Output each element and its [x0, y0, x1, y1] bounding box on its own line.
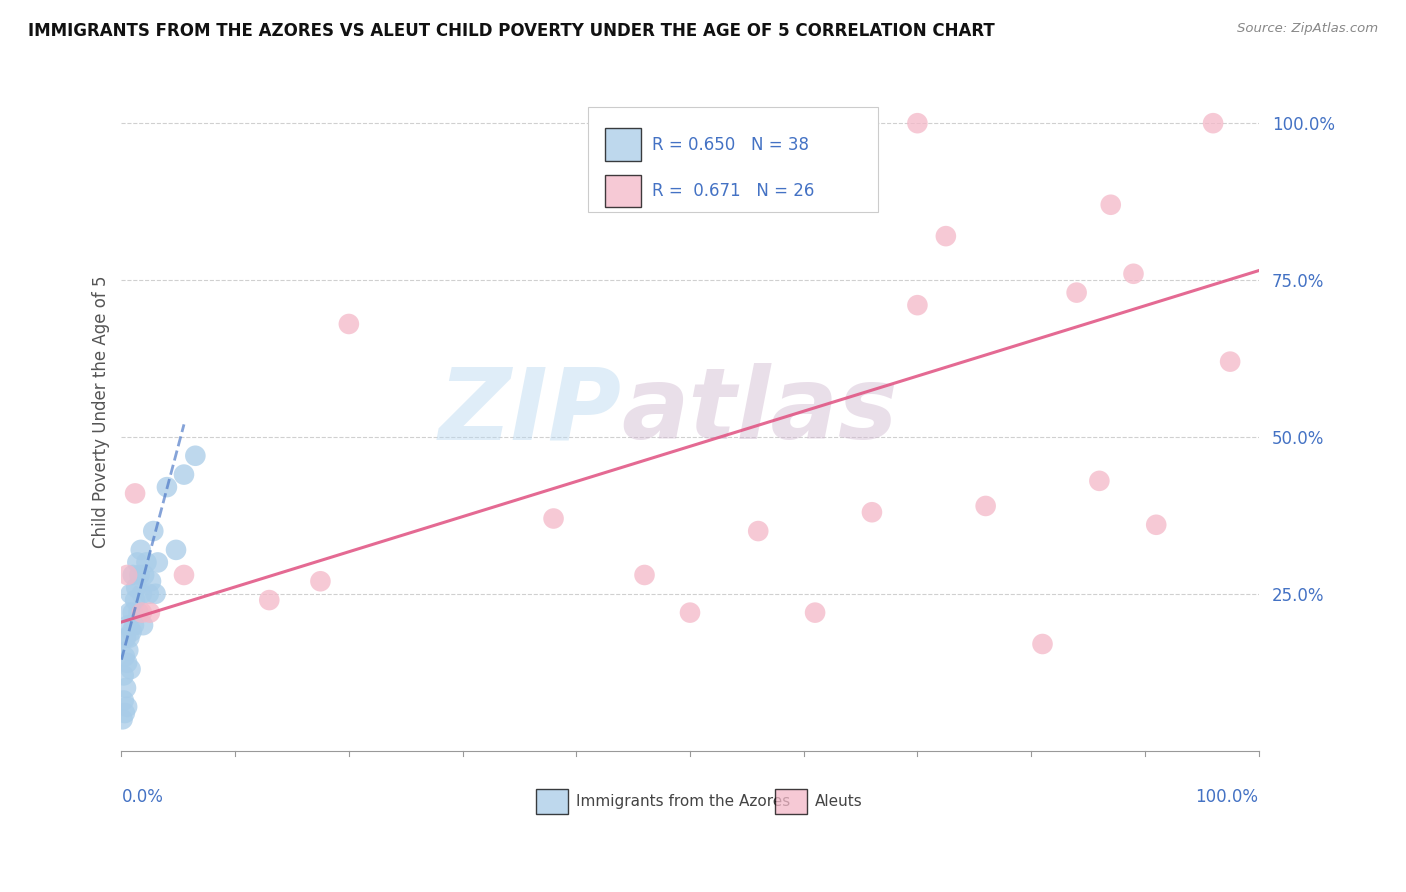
Point [156, 480, 179, 494]
Point [1099, 198, 1122, 212]
Point [1031, 637, 1053, 651]
Point [935, 229, 957, 244]
Point [124, 593, 146, 607]
Point [112, 668, 135, 682]
Point [115, 699, 138, 714]
Point [124, 486, 146, 500]
Point [1202, 116, 1225, 130]
Text: ZIP: ZIP [439, 363, 621, 460]
Point [131, 587, 153, 601]
Text: Aleuts: Aleuts [815, 794, 863, 809]
Point [125, 581, 148, 595]
Point [132, 618, 155, 632]
Point [543, 511, 565, 525]
Point [165, 542, 187, 557]
Point [907, 116, 929, 130]
Text: 100.0%: 100.0% [1195, 788, 1258, 806]
Point [1219, 354, 1241, 368]
Point [860, 505, 883, 519]
Point [117, 643, 139, 657]
FancyBboxPatch shape [605, 128, 641, 161]
Point [115, 631, 138, 645]
Point [804, 606, 827, 620]
Point [112, 693, 135, 707]
Point [907, 298, 929, 312]
Point [122, 618, 145, 632]
Point [131, 606, 153, 620]
Point [134, 568, 156, 582]
Text: R = 0.650   N = 38: R = 0.650 N = 38 [652, 136, 810, 153]
Text: Source: ZipAtlas.com: Source: ZipAtlas.com [1237, 22, 1378, 36]
Point [114, 649, 136, 664]
Point [974, 499, 997, 513]
Point [120, 662, 142, 676]
Point [146, 556, 169, 570]
Point [145, 587, 167, 601]
Point [118, 606, 141, 620]
FancyBboxPatch shape [605, 175, 641, 207]
Text: IMMIGRANTS FROM THE AZORES VS ALEUT CHILD POVERTY UNDER THE AGE OF 5 CORRELATION: IMMIGRANTS FROM THE AZORES VS ALEUT CHIL… [28, 22, 995, 40]
Point [118, 631, 141, 645]
Point [1144, 517, 1167, 532]
Point [139, 606, 162, 620]
Text: atlas: atlas [621, 363, 898, 460]
Point [115, 656, 138, 670]
Text: 0.0%: 0.0% [121, 788, 163, 806]
Point [1122, 267, 1144, 281]
Point [259, 593, 281, 607]
Point [115, 568, 138, 582]
FancyBboxPatch shape [537, 789, 568, 814]
Point [173, 568, 195, 582]
Point [633, 568, 655, 582]
Text: Immigrants from the Azores: Immigrants from the Azores [576, 794, 790, 809]
Point [129, 542, 152, 557]
Point [115, 681, 138, 695]
Point [121, 624, 143, 639]
Point [173, 467, 195, 482]
Point [135, 556, 157, 570]
Point [679, 606, 702, 620]
Point [111, 712, 134, 726]
Point [120, 587, 142, 601]
Point [121, 568, 143, 582]
Point [138, 587, 160, 601]
Point [117, 618, 139, 632]
Point [1066, 285, 1088, 300]
Point [337, 317, 360, 331]
Point [139, 574, 162, 589]
Point [747, 524, 769, 538]
Point [128, 606, 150, 620]
Point [127, 556, 149, 570]
Point [309, 574, 332, 589]
FancyBboxPatch shape [775, 789, 807, 814]
Point [184, 449, 207, 463]
Point [142, 524, 165, 538]
Point [128, 568, 150, 582]
Y-axis label: Child Poverty Under the Age of 5: Child Poverty Under the Age of 5 [93, 276, 110, 548]
Point [1088, 474, 1111, 488]
Text: R =  0.671   N = 26: R = 0.671 N = 26 [652, 182, 815, 200]
Point [114, 706, 136, 720]
Point [121, 606, 143, 620]
FancyBboxPatch shape [588, 107, 877, 212]
